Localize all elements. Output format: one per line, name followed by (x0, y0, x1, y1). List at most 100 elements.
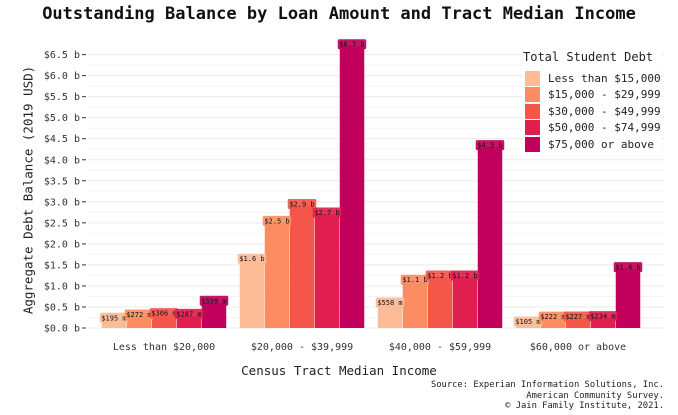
data-label-box (262, 215, 292, 226)
data-label-box (237, 253, 267, 264)
data-label-box (450, 270, 480, 281)
x-axis-label: Census Tract Median Income (241, 363, 437, 378)
bar (126, 316, 152, 328)
legend-item: $75,000 or above (523, 136, 661, 153)
bars (101, 46, 641, 329)
y-tick-label: $3.0 b (44, 197, 80, 208)
legend-label: $30,000 - $49,999 (548, 104, 661, 118)
legend-label: $15,000 - $29,999 (548, 88, 661, 102)
data-label: $4.3 b (477, 142, 502, 150)
legend-swatch (525, 103, 540, 119)
legend-label: Less than $15,000 (548, 71, 661, 85)
legend-item: $30,000 - $49,999 (523, 103, 661, 120)
x-tick-label: Less than $20,000 (113, 342, 215, 353)
data-label: $1.6 b (239, 255, 264, 263)
legend: Total Student Debt Less than $15,000 $15,… (523, 50, 661, 153)
data-label-box (375, 297, 405, 308)
data-label: $195 m (101, 314, 126, 322)
x-tick-label: $20,000 - $39,999 (251, 342, 353, 353)
data-label-box (99, 312, 129, 323)
y-tick-label: $0.5 b (44, 302, 80, 313)
bar (201, 302, 227, 328)
source-note: Source: Experian Information Solutions, … (431, 380, 664, 412)
data-label: $2.5 b (264, 217, 289, 225)
source-line: Source: Experian Information Solutions, … (430, 380, 664, 390)
bar (151, 315, 177, 328)
y-tick-label: $0.0 b (44, 324, 80, 335)
legend-items: Less than $15,000 $15,000 - $29,999 $30,00… (523, 70, 661, 153)
legend-swatch (525, 120, 540, 136)
bar (477, 147, 503, 328)
data-label: $1.4 b (615, 264, 640, 272)
bar (176, 315, 202, 328)
y-tick-label: $6.0 b (44, 71, 80, 82)
bar (565, 318, 591, 328)
source-line: © Jain Family Institute, 2021. (505, 401, 664, 411)
data-label-box (513, 316, 543, 327)
data-label: $1.2 b (427, 272, 452, 280)
x-tick-label: $60,000 or above (530, 342, 626, 353)
data-label: $1.1 b (402, 276, 427, 284)
legend-item: Less than $15,000 (523, 70, 661, 87)
bar (239, 260, 265, 328)
x-tick-label: $40,000 - $59,999 (389, 342, 491, 353)
legend-label: $50,000 - $74,999 (548, 121, 661, 135)
bar (264, 222, 290, 328)
legend-swatch (525, 70, 540, 86)
data-label-box (400, 274, 430, 285)
y-tick-label: $5.0 b (44, 113, 80, 124)
legend-item: $50,000 - $74,999 (523, 120, 661, 137)
data-label-box (312, 207, 342, 218)
bar (402, 281, 428, 328)
y-tick-label: $1.5 b (44, 260, 80, 271)
y-tick-label: $4.5 b (44, 134, 80, 145)
bar (289, 206, 315, 328)
data-label: $306 m (151, 310, 176, 318)
data-label-box (149, 308, 179, 319)
y-tick-label: $2.5 b (44, 218, 80, 229)
data-label-box (337, 39, 367, 50)
data-label: $287 m (176, 310, 201, 318)
y-tick-label: $2.0 b (44, 239, 80, 250)
legend-item: $15,000 - $29,999 (523, 87, 661, 104)
y-axis-label: Aggregate Debt Balance (2019 USD) (20, 65, 36, 315)
legend-label: $75,000 or above (548, 137, 654, 151)
y-tick-label: $1.0 b (44, 281, 80, 292)
data-label-box (124, 309, 154, 320)
legend-swatch (525, 136, 540, 152)
bar (339, 46, 365, 329)
y-tick-label: $3.5 b (44, 176, 80, 187)
data-label-box (287, 199, 317, 210)
data-label: $6.7 b (339, 41, 364, 49)
data-label: $599 m (201, 297, 226, 305)
bar (314, 214, 340, 328)
data-label: $227 m (565, 313, 590, 321)
data-label: $2.7 b (314, 209, 339, 217)
data-label: $272 m (126, 311, 151, 319)
data-label: $2.9 b (289, 201, 314, 209)
bar (540, 318, 566, 328)
chart-title: Outstanding Balance by Loan Amount and T… (42, 4, 636, 24)
data-label: $234 m (590, 313, 615, 321)
bar (101, 319, 127, 328)
legend-swatch (525, 87, 540, 103)
data-labels: $195 m $1.6 b $558 m $105 m $272 m $2.5 b $1.1… (99, 39, 643, 327)
data-label-box (425, 270, 455, 281)
axes: $0.0 b $0.5 b $1.0 b $1.5 b $2.0 b $2.5 b $3.0… (44, 50, 626, 353)
data-label: $222 m (540, 313, 565, 321)
data-label: $558 m (377, 299, 402, 307)
bar (615, 269, 641, 328)
y-tick-label: $5.5 b (44, 92, 80, 103)
bar (590, 318, 616, 328)
bar (452, 277, 478, 328)
data-label-box (475, 140, 505, 151)
data-label-box (613, 262, 643, 273)
legend-title: Total Student Debt (523, 50, 654, 64)
data-label-box (199, 295, 229, 306)
data-label: $105 m (515, 318, 540, 326)
data-label-box (588, 311, 618, 322)
y-tick-label: $4.0 b (44, 155, 80, 166)
source-line: American Community Survey. (526, 390, 664, 401)
bar (377, 304, 403, 328)
